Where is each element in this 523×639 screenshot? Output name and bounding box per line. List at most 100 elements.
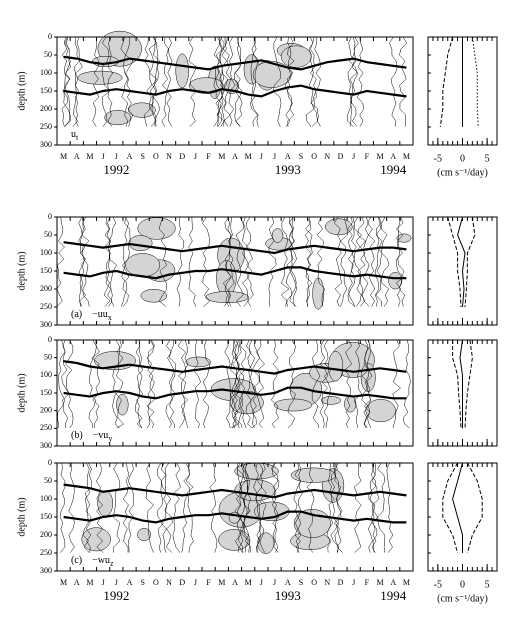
contour-line	[316, 216, 326, 307]
contour-line	[249, 36, 258, 127]
contour-line	[120, 36, 129, 127]
month-label: J	[273, 578, 276, 587]
month-label: O	[311, 152, 317, 161]
month-label: A	[74, 152, 80, 161]
month-label: J	[260, 152, 263, 161]
contour-shade	[293, 509, 331, 538]
contour-line	[61, 36, 70, 127]
month-label: J	[260, 578, 263, 587]
contour-line	[172, 462, 181, 553]
month-label: J	[352, 578, 355, 587]
contour-line	[231, 339, 239, 429]
panel-label: (a) −uux	[71, 309, 112, 322]
contour-line	[270, 339, 280, 429]
month-label: D	[338, 152, 344, 161]
y-tick-label: 250	[40, 302, 52, 311]
contour-shade	[396, 233, 412, 243]
y-tick-label: 0	[48, 212, 52, 221]
month-label: M	[60, 578, 67, 587]
month-label: M	[403, 578, 410, 587]
contour-line	[304, 216, 312, 307]
contour-line	[323, 339, 332, 429]
contour-line	[107, 36, 114, 127]
contour-shade	[344, 395, 357, 413]
contour-line	[193, 339, 201, 429]
profile-line	[447, 216, 462, 308]
month-label: F	[365, 152, 370, 161]
month-label: J	[115, 578, 118, 587]
contour-line	[64, 36, 71, 127]
contour-line	[188, 216, 197, 307]
contour-shade	[140, 289, 167, 303]
month-label: D	[338, 578, 344, 587]
contour-line	[161, 36, 169, 127]
contour-line	[313, 36, 321, 127]
contour-line	[293, 462, 302, 553]
contour-line	[344, 339, 353, 429]
month-label: J	[194, 152, 197, 161]
profile-x-label: (cm s⁻¹/day)	[437, 167, 488, 178]
month-label: M	[218, 152, 225, 161]
contour-line	[108, 216, 118, 307]
contour-line	[166, 36, 173, 127]
contour-shade	[125, 253, 161, 277]
contour-line	[245, 339, 253, 429]
month-label: F	[206, 578, 211, 587]
isoline	[63, 55, 407, 71]
contour-shade	[271, 228, 284, 243]
y-tick-label: 250	[40, 548, 52, 557]
term-sub: y	[108, 434, 112, 443]
profile-line	[471, 36, 479, 128]
contour-line	[101, 36, 111, 127]
contour-line	[127, 462, 135, 553]
y-tick-label: 300	[40, 320, 52, 329]
contour-line	[353, 216, 362, 307]
contour-line	[253, 462, 261, 553]
profile-line	[439, 36, 454, 128]
contour-line	[241, 216, 250, 307]
contour-line	[59, 462, 66, 553]
contour-line	[234, 36, 243, 127]
panel-id: (c)	[71, 555, 82, 566]
contour-shade	[97, 490, 114, 517]
panel-id: (a)	[71, 309, 82, 320]
y-tick-label: 150	[40, 388, 52, 397]
contour-line	[294, 462, 303, 553]
isoline	[63, 386, 407, 400]
month-label: O	[153, 578, 159, 587]
month-label: A	[127, 578, 133, 587]
contour-line	[105, 216, 113, 307]
contour-line	[164, 462, 173, 553]
contour-line	[369, 462, 378, 553]
month-label: A	[74, 578, 80, 587]
month-label: J	[352, 152, 355, 161]
profile-x-tick-label: -5	[434, 153, 442, 164]
term: −uu	[92, 309, 108, 320]
contour-line	[286, 36, 295, 127]
contour-line	[185, 462, 194, 553]
contour-line	[224, 216, 232, 307]
contour-shade	[216, 260, 237, 297]
contour-line	[243, 462, 251, 553]
contour-shade	[273, 398, 313, 412]
contour-line	[238, 462, 246, 553]
contour-line	[216, 36, 225, 127]
month-label: A	[285, 578, 291, 587]
profile-line	[452, 462, 463, 553]
month-label: M	[245, 152, 252, 161]
contour-line	[309, 36, 319, 127]
y-tick-label: 50	[44, 476, 52, 485]
contour-line	[148, 36, 158, 127]
contour-line	[188, 36, 197, 127]
month-label: F	[206, 152, 211, 161]
y-axis-label: depth (m)	[16, 373, 27, 412]
contour-line	[177, 339, 187, 429]
term: u	[71, 129, 76, 140]
y-tick-label: 100	[40, 494, 52, 503]
contour-line	[287, 339, 296, 429]
contour-line	[103, 216, 111, 307]
isoline	[63, 360, 407, 375]
term: −wu	[92, 555, 110, 566]
contour-line	[217, 36, 224, 127]
